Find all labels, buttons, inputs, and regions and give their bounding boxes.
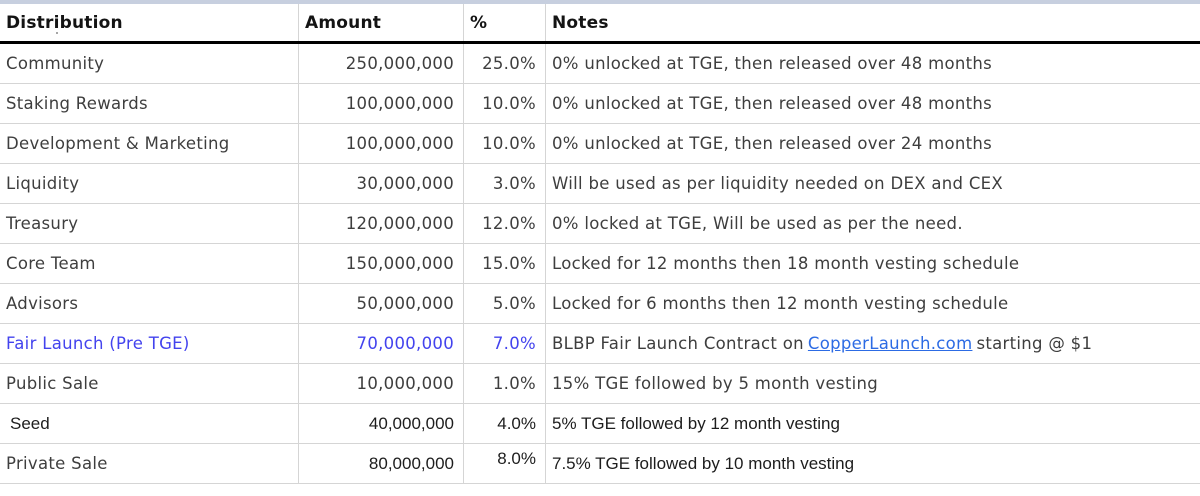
- cell-distribution: Private Sale: [0, 444, 299, 483]
- cell-amount: 10,000,000: [299, 364, 464, 403]
- cell-percent-text: 8.0%: [497, 448, 536, 468]
- cell-note: Will be used as per liquidity needed on …: [552, 174, 1003, 193]
- table-row-public-sale: Public Sale 10,000,000 1.0% 15% TGE foll…: [0, 364, 1200, 404]
- cell-percent: 3.0%: [464, 164, 546, 203]
- table-row-seed: Seed 40,000,000 4.0% 5% TGE followed by …: [0, 404, 1200, 444]
- cell-percent: 25.0%: [464, 44, 546, 83]
- cell-percent: 15.0%: [464, 244, 546, 283]
- table-row-fair-launch: Fair Launch (Pre TGE) 70,000,000 7.0% BL…: [0, 324, 1200, 364]
- cell-note: 5% TGE followed by 12 month vesting: [552, 413, 840, 433]
- cell-distribution: Staking Rewards: [0, 84, 299, 123]
- cell-amount: 250,000,000: [299, 44, 464, 83]
- cell-distribution: Public Sale: [0, 364, 299, 403]
- stray-dot-artifact: [56, 32, 58, 34]
- cell-percent: 5.0%: [464, 284, 546, 323]
- table-row-treasury: Treasury 120,000,000 12.0% 0% locked at …: [0, 204, 1200, 244]
- cell-note: 0% unlocked at TGE, then released over 2…: [552, 134, 993, 153]
- column-header-percent: %: [464, 4, 546, 41]
- cell-amount: 100,000,000: [299, 84, 464, 123]
- note-text-suffix: starting @ $1: [976, 334, 1093, 353]
- cell-amount: 40,000,000: [299, 404, 464, 443]
- cell-distribution: Community: [0, 44, 299, 83]
- copperlaunch-link[interactable]: CopperLaunch.com: [807, 334, 973, 353]
- cell-distribution: Seed: [0, 404, 299, 443]
- table-top-border: [0, 0, 1200, 4]
- cell-amount: 30,000,000: [299, 164, 464, 203]
- cell-distribution: Treasury: [0, 204, 299, 243]
- column-header-notes: Notes: [552, 12, 609, 33]
- table-header-row: Distribution Amount % Notes: [0, 4, 1200, 44]
- table-row-advisors: Advisors 50,000,000 5.0% Locked for 6 mo…: [0, 284, 1200, 324]
- cell-distribution: Fair Launch (Pre TGE): [0, 324, 299, 363]
- cell-amount: 100,000,000: [299, 124, 464, 163]
- cell-percent: 12.0%: [464, 204, 546, 243]
- cell-note: Locked for 12 months then 18 month vesti…: [552, 254, 1020, 273]
- column-header-amount: Amount: [299, 4, 464, 41]
- token-distribution-table: Distribution Amount % Notes Community 25…: [0, 4, 1200, 484]
- cell-amount: 120,000,000: [299, 204, 464, 243]
- cell-note: BLBP Fair Launch Contract on CopperLaunc…: [546, 324, 1200, 363]
- cell-percent: 7.0%: [464, 324, 546, 363]
- cell-amount: 80,000,000: [299, 444, 464, 483]
- cell-note: Locked for 6 months then 12 month vestin…: [552, 294, 1009, 313]
- note-text-prefix: BLBP Fair Launch Contract on: [552, 334, 804, 353]
- cell-amount: 150,000,000: [299, 244, 464, 283]
- table-row-staking-rewards: Staking Rewards 100,000,000 10.0% 0% unl…: [0, 84, 1200, 124]
- table-row-core-team: Core Team 150,000,000 15.0% Locked for 1…: [0, 244, 1200, 284]
- cell-percent: 1.0%: [464, 364, 546, 403]
- table-row-liquidity: Liquidity 30,000,000 3.0% Will be used a…: [0, 164, 1200, 204]
- cell-percent: 10.0%: [464, 84, 546, 123]
- cell-note: 0% unlocked at TGE, then released over 4…: [552, 94, 993, 113]
- cell-percent: 8.0%: [464, 444, 546, 483]
- cell-amount: 50,000,000: [299, 284, 464, 323]
- cell-note: 0% locked at TGE, Will be used as per th…: [552, 214, 963, 233]
- cell-distribution: Advisors: [0, 284, 299, 323]
- cell-percent: 4.0%: [464, 404, 546, 443]
- cell-note: 15% TGE followed by 5 month vesting: [552, 374, 879, 393]
- cell-distribution: Development & Marketing: [0, 124, 299, 163]
- cell-amount: 70,000,000: [299, 324, 464, 363]
- column-header-distribution: Distribution: [0, 4, 299, 41]
- cell-distribution: Liquidity: [0, 164, 299, 203]
- table-row-development-marketing: Development & Marketing 100,000,000 10.0…: [0, 124, 1200, 164]
- cell-note: 0% unlocked at TGE, then released over 4…: [552, 54, 993, 73]
- cell-note: 7.5% TGE followed by 10 month vesting: [552, 453, 855, 473]
- cell-percent: 10.0%: [464, 124, 546, 163]
- cell-distribution: Core Team: [0, 244, 299, 283]
- table-row-community: Community 250,000,000 25.0% 0% unlocked …: [0, 44, 1200, 84]
- table-row-private-sale: Private Sale 80,000,000 8.0% 7.5% TGE fo…: [0, 444, 1200, 484]
